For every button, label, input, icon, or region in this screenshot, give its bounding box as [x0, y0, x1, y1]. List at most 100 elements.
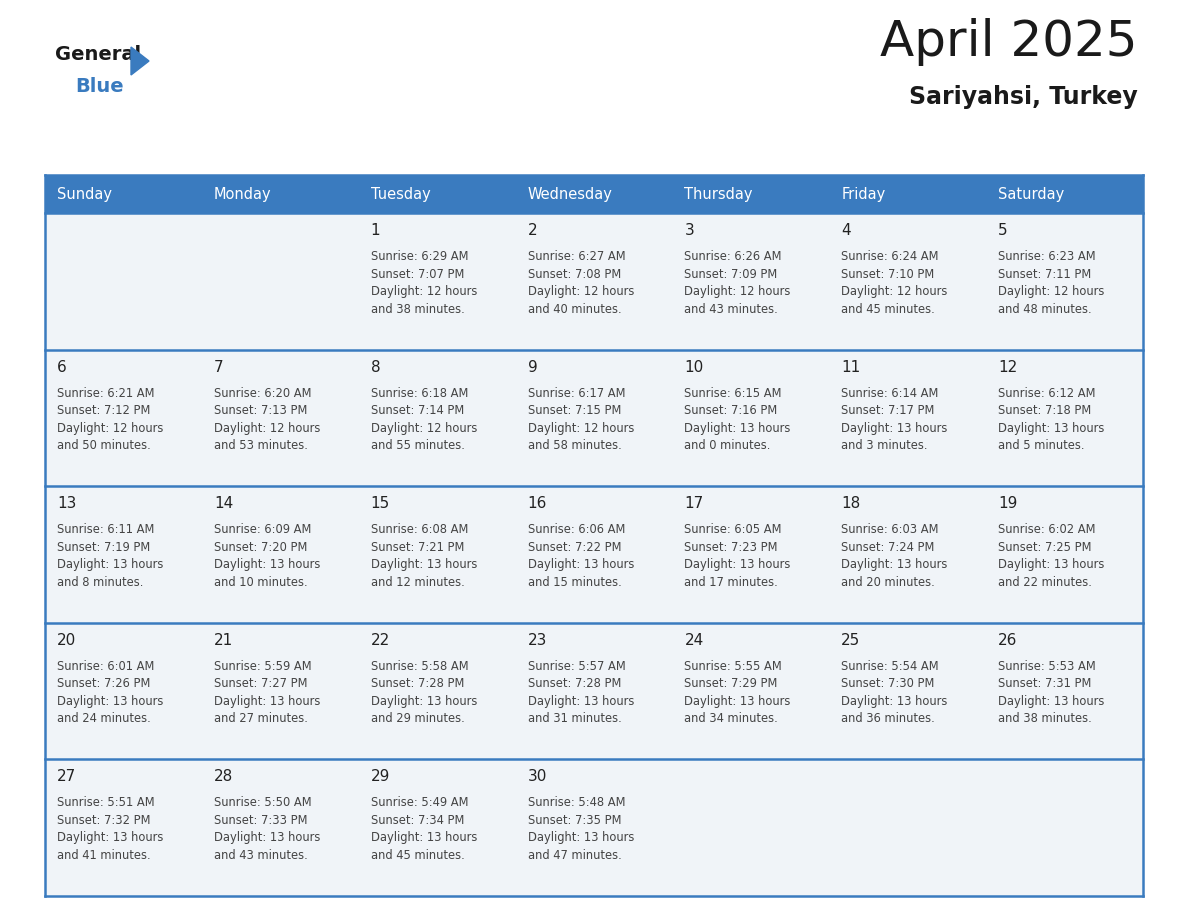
- Text: Sunrise: 6:06 AM: Sunrise: 6:06 AM: [527, 523, 625, 536]
- Bar: [202, 175, 359, 213]
- Text: Daylight: 13 hours: Daylight: 13 hours: [214, 695, 321, 708]
- Text: Daylight: 13 hours: Daylight: 13 hours: [371, 558, 478, 571]
- Bar: [359, 622, 516, 759]
- Text: Daylight: 13 hours: Daylight: 13 hours: [684, 558, 791, 571]
- Text: and 27 minutes.: and 27 minutes.: [214, 712, 308, 725]
- Text: and 12 minutes.: and 12 minutes.: [371, 576, 465, 588]
- Text: Daylight: 13 hours: Daylight: 13 hours: [841, 695, 948, 708]
- Text: and 50 minutes.: and 50 minutes.: [57, 439, 151, 452]
- Text: Sunset: 7:28 PM: Sunset: 7:28 PM: [527, 677, 621, 690]
- Text: Thursday: Thursday: [684, 186, 753, 201]
- Text: Friday: Friday: [841, 186, 885, 201]
- Bar: [45, 213, 202, 350]
- Text: 22: 22: [371, 633, 390, 648]
- Text: and 31 minutes.: and 31 minutes.: [527, 712, 621, 725]
- Text: Sunrise: 6:26 AM: Sunrise: 6:26 AM: [684, 250, 782, 263]
- Text: 8: 8: [371, 360, 380, 375]
- Text: Sunset: 7:33 PM: Sunset: 7:33 PM: [214, 814, 308, 827]
- Text: Daylight: 13 hours: Daylight: 13 hours: [527, 832, 634, 845]
- Text: Sunrise: 6:20 AM: Sunrise: 6:20 AM: [214, 386, 311, 399]
- Text: Sunset: 7:34 PM: Sunset: 7:34 PM: [371, 814, 465, 827]
- Text: and 47 minutes.: and 47 minutes.: [527, 849, 621, 862]
- Text: Daylight: 12 hours: Daylight: 12 hours: [371, 421, 478, 434]
- Text: 7: 7: [214, 360, 223, 375]
- Text: 21: 21: [214, 633, 233, 648]
- Text: Sunrise: 5:54 AM: Sunrise: 5:54 AM: [841, 660, 939, 673]
- Text: Daylight: 13 hours: Daylight: 13 hours: [214, 558, 321, 571]
- Text: 26: 26: [998, 633, 1017, 648]
- Bar: [359, 175, 516, 213]
- Text: 3: 3: [684, 223, 694, 238]
- Text: Sunrise: 6:15 AM: Sunrise: 6:15 AM: [684, 386, 782, 399]
- Text: and 20 minutes.: and 20 minutes.: [841, 576, 935, 588]
- Text: 20: 20: [57, 633, 76, 648]
- Text: Daylight: 13 hours: Daylight: 13 hours: [684, 695, 791, 708]
- Text: Daylight: 12 hours: Daylight: 12 hours: [684, 285, 791, 298]
- Bar: [986, 759, 1143, 896]
- Text: Daylight: 12 hours: Daylight: 12 hours: [371, 285, 478, 298]
- Text: and 22 minutes.: and 22 minutes.: [998, 576, 1092, 588]
- Text: Daylight: 13 hours: Daylight: 13 hours: [527, 558, 634, 571]
- Bar: [829, 487, 986, 622]
- Text: Sunrise: 6:12 AM: Sunrise: 6:12 AM: [998, 386, 1095, 399]
- Text: Sunset: 7:18 PM: Sunset: 7:18 PM: [998, 404, 1092, 417]
- Text: General: General: [55, 45, 141, 64]
- Bar: [986, 487, 1143, 622]
- Text: Sunrise: 6:02 AM: Sunrise: 6:02 AM: [998, 523, 1095, 536]
- Text: 2: 2: [527, 223, 537, 238]
- Text: Sunrise: 6:17 AM: Sunrise: 6:17 AM: [527, 386, 625, 399]
- Text: Saturday: Saturday: [998, 186, 1064, 201]
- Bar: [672, 175, 829, 213]
- Text: and 36 minutes.: and 36 minutes.: [841, 712, 935, 725]
- Text: Daylight: 13 hours: Daylight: 13 hours: [57, 558, 164, 571]
- Bar: [202, 213, 359, 350]
- Bar: [829, 622, 986, 759]
- Bar: [672, 622, 829, 759]
- Text: Sunset: 7:19 PM: Sunset: 7:19 PM: [57, 541, 150, 554]
- Text: 10: 10: [684, 360, 703, 375]
- Text: Daylight: 13 hours: Daylight: 13 hours: [998, 695, 1105, 708]
- Text: Sunrise: 5:57 AM: Sunrise: 5:57 AM: [527, 660, 625, 673]
- Text: and 15 minutes.: and 15 minutes.: [527, 576, 621, 588]
- Text: 25: 25: [841, 633, 860, 648]
- Polygon shape: [131, 47, 148, 75]
- Text: and 5 minutes.: and 5 minutes.: [998, 439, 1085, 452]
- Text: Daylight: 12 hours: Daylight: 12 hours: [998, 285, 1105, 298]
- Text: Sunset: 7:08 PM: Sunset: 7:08 PM: [527, 267, 621, 281]
- Text: and 43 minutes.: and 43 minutes.: [214, 849, 308, 862]
- Text: Daylight: 12 hours: Daylight: 12 hours: [527, 285, 634, 298]
- Bar: [516, 213, 672, 350]
- Text: Sunrise: 6:24 AM: Sunrise: 6:24 AM: [841, 250, 939, 263]
- Text: 9: 9: [527, 360, 537, 375]
- Bar: [829, 350, 986, 487]
- Text: 16: 16: [527, 497, 546, 511]
- Text: Daylight: 12 hours: Daylight: 12 hours: [214, 421, 321, 434]
- Text: Sunset: 7:25 PM: Sunset: 7:25 PM: [998, 541, 1092, 554]
- Text: and 24 minutes.: and 24 minutes.: [57, 712, 151, 725]
- Text: Daylight: 12 hours: Daylight: 12 hours: [527, 421, 634, 434]
- Text: Sunset: 7:13 PM: Sunset: 7:13 PM: [214, 404, 308, 417]
- Text: Daylight: 13 hours: Daylight: 13 hours: [371, 832, 478, 845]
- Text: Sunrise: 6:18 AM: Sunrise: 6:18 AM: [371, 386, 468, 399]
- Text: 28: 28: [214, 769, 233, 784]
- Text: 13: 13: [57, 497, 76, 511]
- Text: 5: 5: [998, 223, 1007, 238]
- Text: 6: 6: [57, 360, 67, 375]
- Text: Daylight: 13 hours: Daylight: 13 hours: [684, 421, 791, 434]
- Text: and 10 minutes.: and 10 minutes.: [214, 576, 308, 588]
- Text: Sunset: 7:09 PM: Sunset: 7:09 PM: [684, 267, 778, 281]
- Text: Daylight: 13 hours: Daylight: 13 hours: [57, 695, 164, 708]
- Text: Daylight: 13 hours: Daylight: 13 hours: [527, 695, 634, 708]
- Text: and 58 minutes.: and 58 minutes.: [527, 439, 621, 452]
- Text: and 43 minutes.: and 43 minutes.: [684, 303, 778, 316]
- Bar: [359, 213, 516, 350]
- Text: and 38 minutes.: and 38 minutes.: [998, 712, 1092, 725]
- Text: Sunrise: 6:23 AM: Sunrise: 6:23 AM: [998, 250, 1095, 263]
- Text: Sunrise: 6:27 AM: Sunrise: 6:27 AM: [527, 250, 625, 263]
- Text: Sunset: 7:26 PM: Sunset: 7:26 PM: [57, 677, 151, 690]
- Text: Sunrise: 5:50 AM: Sunrise: 5:50 AM: [214, 797, 311, 810]
- Text: Sunset: 7:35 PM: Sunset: 7:35 PM: [527, 814, 621, 827]
- Bar: [986, 213, 1143, 350]
- Text: Sunrise: 6:05 AM: Sunrise: 6:05 AM: [684, 523, 782, 536]
- Text: Sunset: 7:32 PM: Sunset: 7:32 PM: [57, 814, 151, 827]
